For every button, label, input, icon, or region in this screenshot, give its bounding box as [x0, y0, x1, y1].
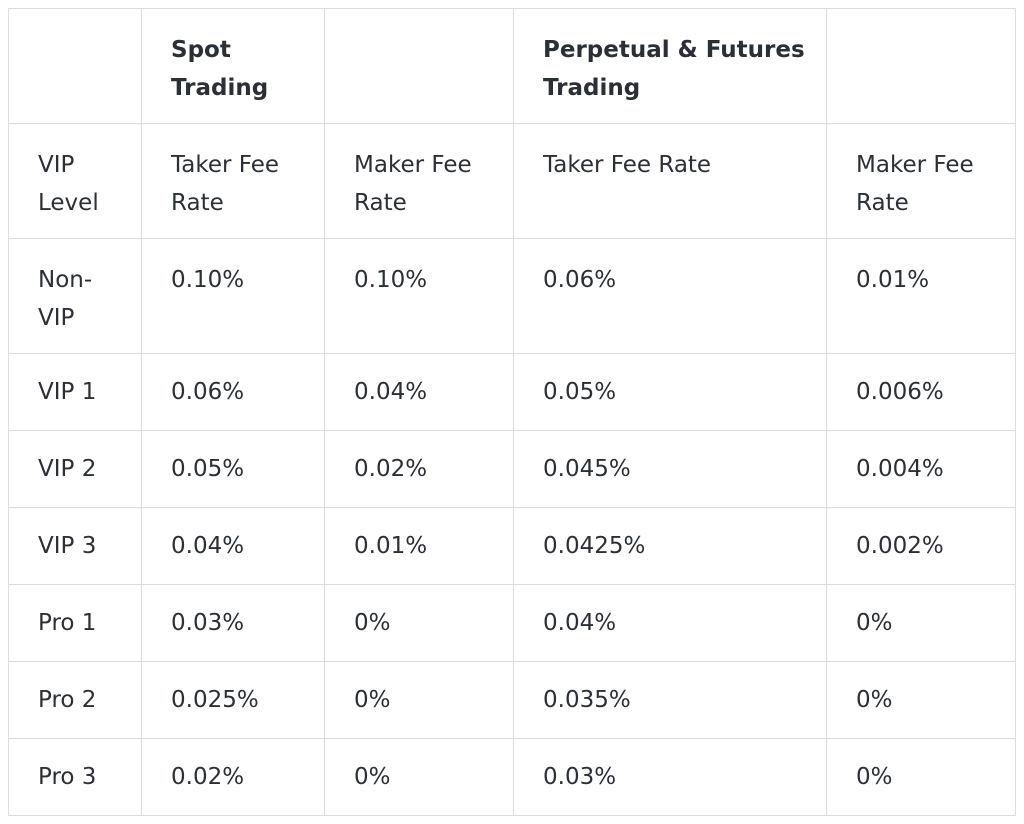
column-header-label: Maker Fee Rate	[856, 152, 974, 216]
cell-value: 0.06%	[171, 379, 245, 405]
futures-maker-rate-cell: 0.006%	[826, 353, 1016, 431]
cell-value: 0.01%	[856, 267, 930, 293]
futures-maker-rate-cell: 0%	[826, 738, 1016, 816]
cell-value: 0.03%	[171, 610, 245, 636]
column-header-row: VIP Level Taker Fee Rate Maker Fee Rate Tak…	[8, 123, 1016, 239]
column-header-label: Taker Fee Rate	[543, 152, 712, 178]
futures-taker-rate-cell: 0.0425%	[513, 507, 827, 585]
cell-value: 0.035%	[543, 687, 631, 713]
vip-level-cell: VIP 1	[8, 353, 142, 431]
cell-value: 0.10%	[354, 267, 428, 293]
futures-taker-rate-cell: 0.03%	[513, 738, 827, 816]
vip-level-cell: VIP 2	[8, 430, 142, 508]
column-header-spot-taker: Taker Fee Rate	[141, 123, 325, 239]
vip-level-cell: VIP 3	[8, 507, 142, 585]
cell-value: 0%	[856, 764, 893, 790]
spot-taker-rate-cell: 0.02%	[141, 738, 325, 816]
cell-value: 0.04%	[171, 533, 245, 559]
column-header-futures-taker: Taker Fee Rate	[513, 123, 827, 239]
cell-value: 0.002%	[856, 533, 944, 559]
spot-maker-rate-cell: 0.01%	[324, 507, 514, 585]
cell-value: 0.025%	[171, 687, 259, 713]
cell-value: 0%	[354, 610, 391, 636]
group-header-cell	[826, 8, 1016, 124]
spot-maker-rate-cell: 0.10%	[324, 238, 514, 354]
column-header-vip-level: VIP Level	[8, 123, 142, 239]
futures-taker-rate-cell: 0.045%	[513, 430, 827, 508]
group-header-spot-trading: Spot Trading	[141, 8, 325, 124]
spot-taker-rate-cell: 0.025%	[141, 661, 325, 739]
cell-value: 0.05%	[543, 379, 617, 405]
cell-value: Pro 1	[38, 610, 97, 636]
cell-value: 0%	[856, 610, 893, 636]
fee-rate-table: Spot Trading Perpetual & Futures Trading V…	[8, 8, 1016, 816]
cell-value: 0%	[354, 687, 391, 713]
table-row: VIP 1 0.06% 0.04% 0.05% 0.006%	[8, 353, 1016, 431]
futures-maker-rate-cell: 0.002%	[826, 507, 1016, 585]
spot-maker-rate-cell: 0%	[324, 738, 514, 816]
spot-maker-rate-cell: 0%	[324, 661, 514, 739]
spot-taker-rate-cell: 0.10%	[141, 238, 325, 354]
column-header-label: Maker Fee Rate	[354, 152, 472, 216]
column-header-futures-maker: Maker Fee Rate	[826, 123, 1016, 239]
cell-value: 0.05%	[171, 456, 245, 482]
cell-value: Non- VIP	[38, 267, 93, 331]
cell-value: 0.04%	[354, 379, 428, 405]
vip-level-cell: Pro 3	[8, 738, 142, 816]
cell-value: 0.02%	[354, 456, 428, 482]
cell-value: 0%	[354, 764, 391, 790]
group-header-futures-trading: Perpetual & Futures Trading	[513, 8, 827, 124]
cell-value: 0.006%	[856, 379, 944, 405]
futures-taker-rate-cell: 0.04%	[513, 584, 827, 662]
cell-value: 0.03%	[543, 764, 617, 790]
spot-maker-rate-cell: 0.04%	[324, 353, 514, 431]
group-header-row: Spot Trading Perpetual & Futures Trading	[8, 8, 1016, 124]
group-header-label: Perpetual & Futures Trading	[543, 37, 805, 101]
table-row: VIP 2 0.05% 0.02% 0.045% 0.004%	[8, 430, 1016, 508]
table-row: Pro 2 0.025% 0% 0.035% 0%	[8, 661, 1016, 739]
spot-maker-rate-cell: 0.02%	[324, 430, 514, 508]
column-header-label: Taker Fee Rate	[171, 152, 280, 216]
cell-value: 0.01%	[354, 533, 428, 559]
spot-taker-rate-cell: 0.06%	[141, 353, 325, 431]
futures-maker-rate-cell: 0.004%	[826, 430, 1016, 508]
cell-value: 0.10%	[171, 267, 245, 293]
futures-taker-rate-cell: 0.06%	[513, 238, 827, 354]
cell-value: 0.004%	[856, 456, 944, 482]
vip-level-cell: Pro 1	[8, 584, 142, 662]
cell-value: 0.06%	[543, 267, 617, 293]
table-row: Pro 1 0.03% 0% 0.04% 0%	[8, 584, 1016, 662]
futures-maker-rate-cell: 0.01%	[826, 238, 1016, 354]
futures-taker-rate-cell: 0.05%	[513, 353, 827, 431]
cell-value: 0.02%	[171, 764, 245, 790]
futures-taker-rate-cell: 0.035%	[513, 661, 827, 739]
cell-value: 0.0425%	[543, 533, 646, 559]
futures-maker-rate-cell: 0%	[826, 661, 1016, 739]
column-header-spot-maker: Maker Fee Rate	[324, 123, 514, 239]
spot-taker-rate-cell: 0.03%	[141, 584, 325, 662]
cell-value: VIP 3	[38, 533, 97, 559]
vip-level-cell: Non- VIP	[8, 238, 142, 354]
cell-value: Pro 2	[38, 687, 97, 713]
column-header-label: VIP Level	[38, 152, 99, 216]
cell-value: 0.045%	[543, 456, 631, 482]
table-row: VIP 3 0.04% 0.01% 0.0425% 0.002%	[8, 507, 1016, 585]
vip-level-cell: Pro 2	[8, 661, 142, 739]
group-header-cell	[324, 8, 514, 124]
cell-value: 0%	[856, 687, 893, 713]
spot-taker-rate-cell: 0.05%	[141, 430, 325, 508]
futures-maker-rate-cell: 0%	[826, 584, 1016, 662]
table-row: Non- VIP 0.10% 0.10% 0.06% 0.01%	[8, 238, 1016, 354]
table-row: Pro 3 0.02% 0% 0.03% 0%	[8, 738, 1016, 816]
spot-taker-rate-cell: 0.04%	[141, 507, 325, 585]
group-header-label: Spot Trading	[171, 37, 269, 101]
group-header-cell	[8, 8, 142, 124]
table-body: Spot Trading Perpetual & Futures Trading V…	[8, 8, 1016, 816]
cell-value: 0.04%	[543, 610, 617, 636]
cell-value: VIP 2	[38, 456, 97, 482]
cell-value: Pro 3	[38, 764, 97, 790]
spot-maker-rate-cell: 0%	[324, 584, 514, 662]
cell-value: VIP 1	[38, 379, 97, 405]
